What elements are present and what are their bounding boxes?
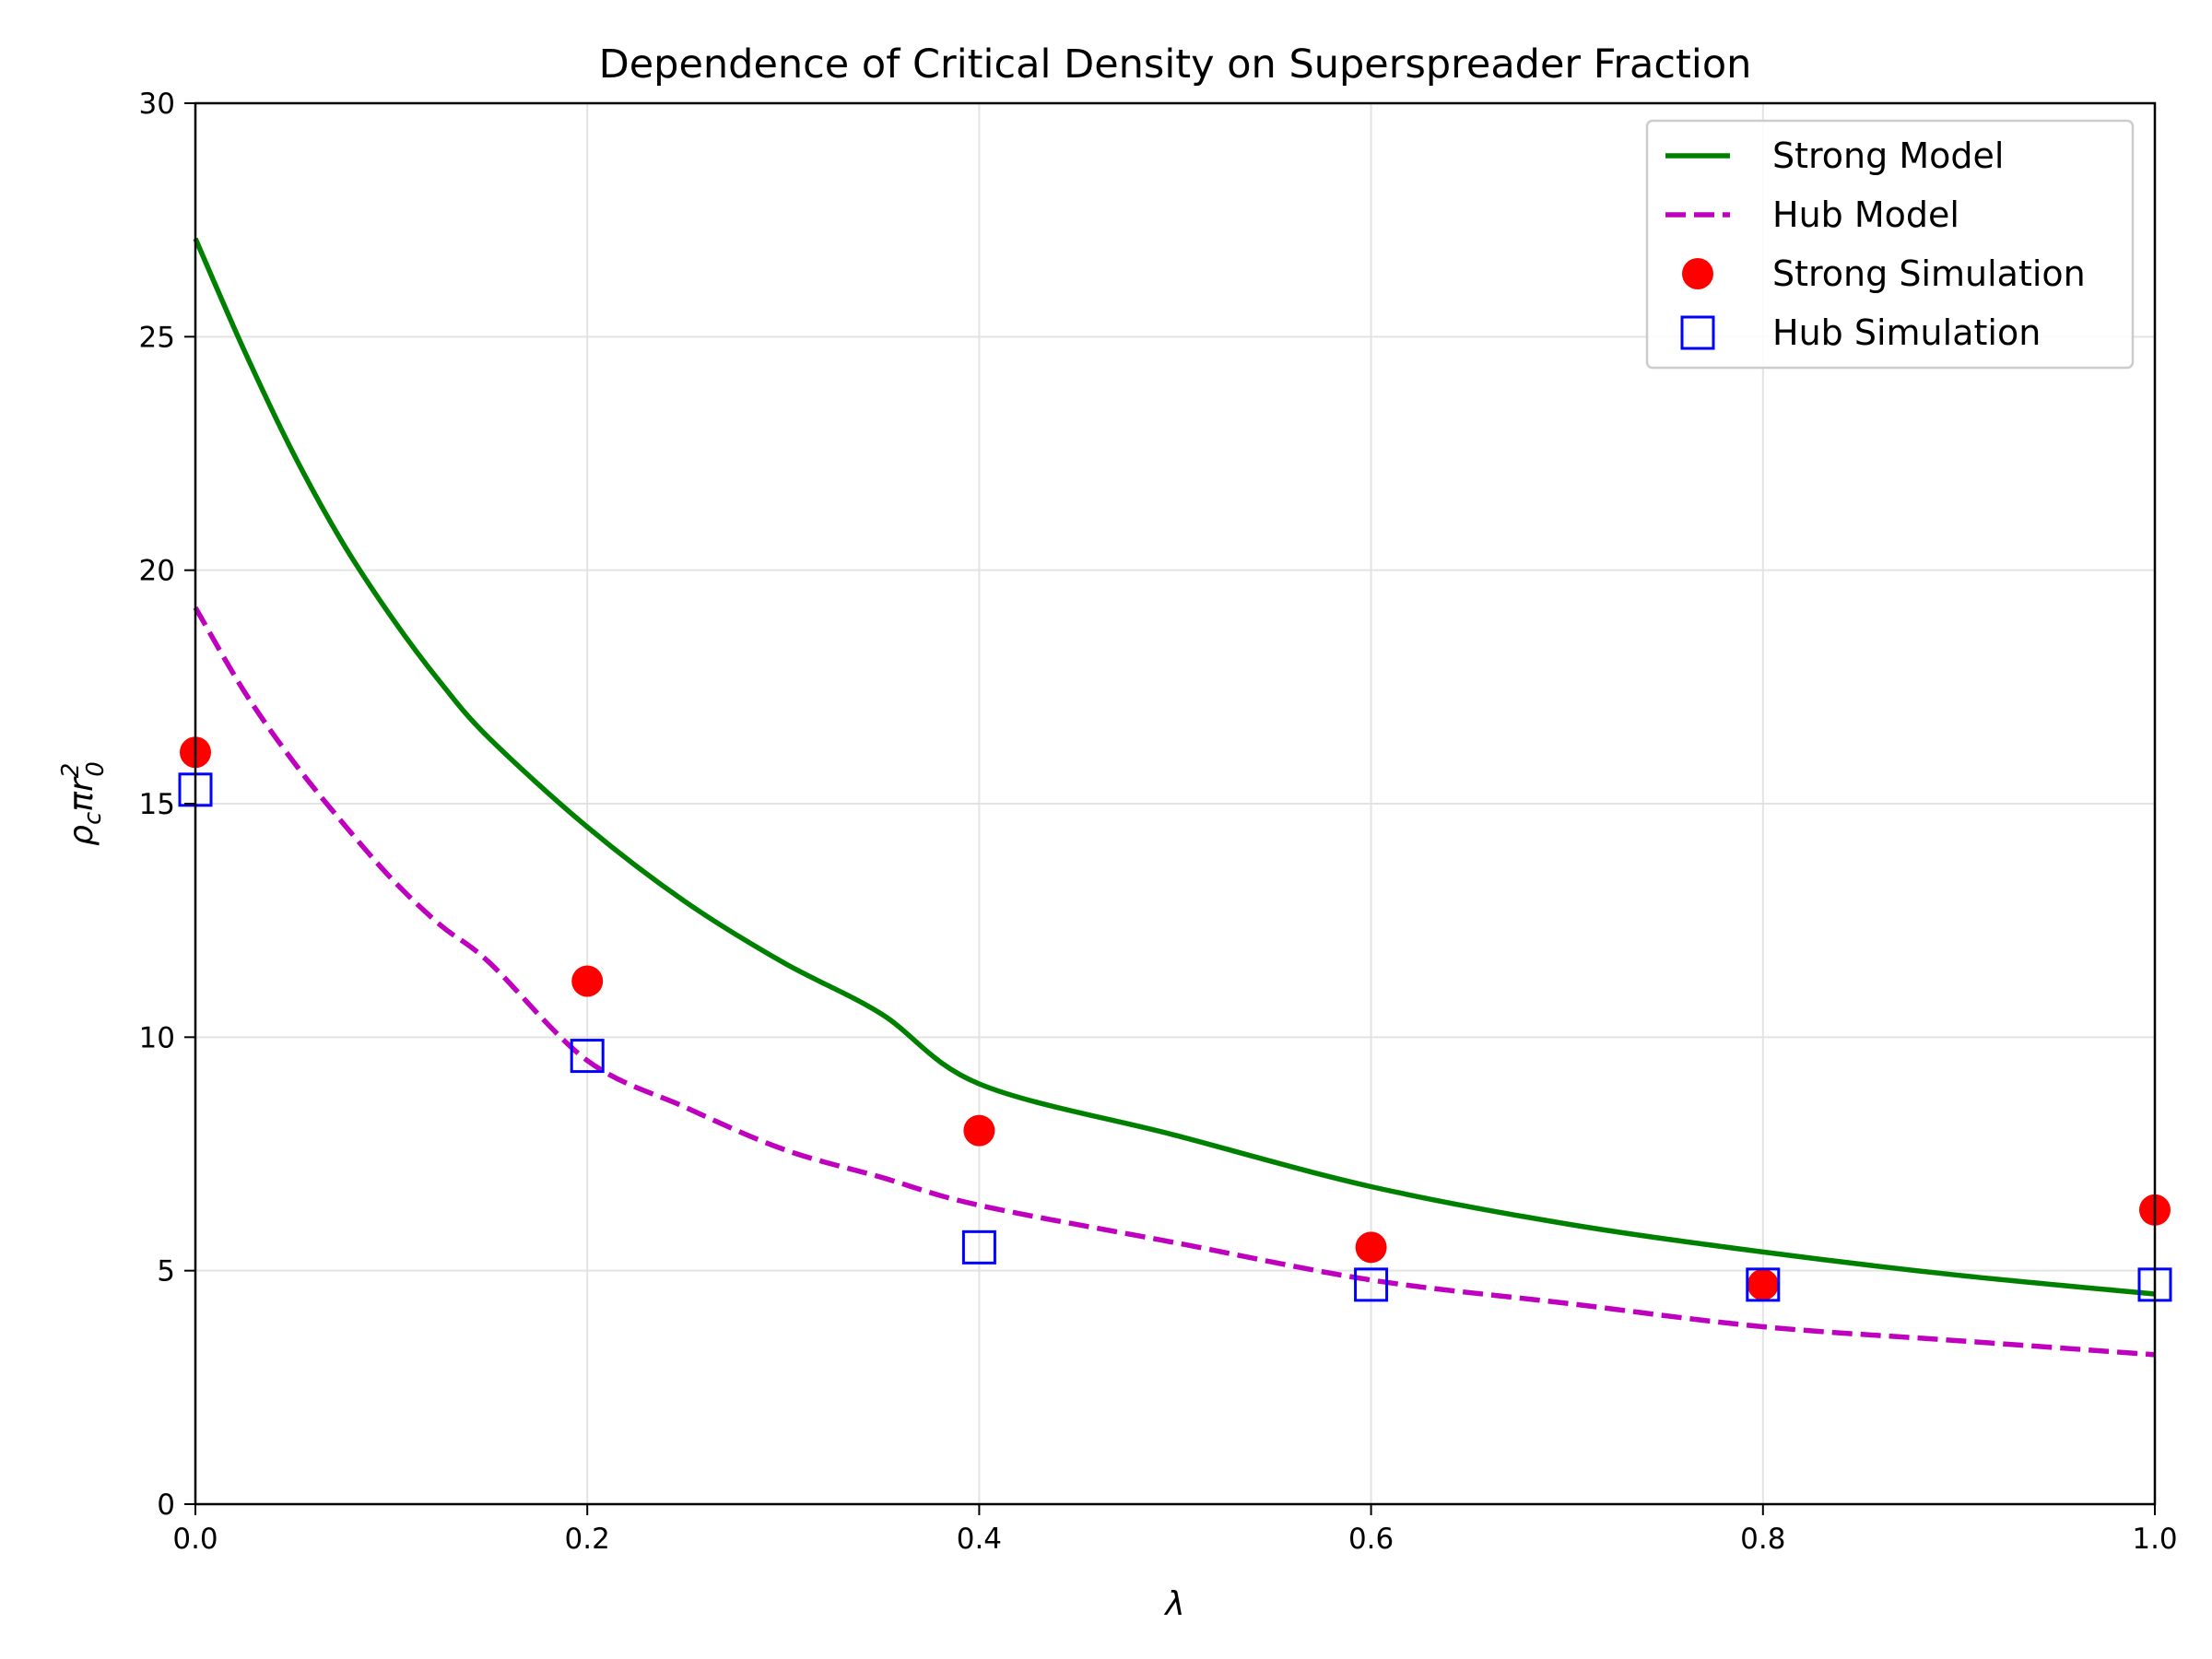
x-axis-label: λ [1163,1585,1184,1623]
y-tick-label: 15 [139,788,175,821]
strong-model-line [193,237,2156,1297]
y-tick-label: 25 [139,321,175,354]
legend-swatch-strong-simulation [1682,258,1713,289]
y-tick-label: 10 [139,1021,175,1054]
legend-label-hub-model: Hub Model [1772,194,1959,235]
x-tick-label: 0.6 [1348,1523,1394,1556]
strong-simulation-point [963,1114,995,1147]
grid [194,102,2156,1505]
x-tick-label: 0.0 [172,1523,218,1556]
hub-simulation-point [1354,1267,1389,1302]
legend-label-strong-model: Strong Model [1772,135,2004,176]
x-axis-ticks: 0.0 0.2 0.4 0.6 0.8 1.0 [172,1504,2178,1556]
legend: Strong Model Hub Model Strong Simulation Hu… [1645,119,2135,370]
strong-simulation-point [1355,1231,1387,1264]
hub-simulation-point [1746,1267,1781,1302]
y-tick-label: 0 [157,1488,175,1522]
hub-simulation-point [961,1230,996,1265]
plot-area [178,237,2172,1358]
x-tick-label: 0.4 [957,1523,1002,1556]
strong-simulation-point [571,965,604,997]
legend-label-strong-simulation: Strong Simulation [1772,253,2086,294]
x-tick-label: 1.0 [2132,1523,2177,1556]
y-axis-ticks: 0 5 10 15 20 25 30 [139,88,195,1522]
strong-simulation-point [1747,1268,1779,1300]
y-tick-label: 20 [139,555,175,588]
chart-title: Dependence of Critical Density on Supers… [599,41,1752,88]
model-lines [193,237,2156,1358]
y-tick-label: 5 [157,1255,175,1288]
legend-box [1645,119,2135,370]
legend-swatch-hub-simulation [1680,315,1715,350]
y-tick-label: 30 [139,88,175,121]
x-tick-label: 0.8 [1740,1523,1785,1556]
hub-simulation-point [570,1039,605,1074]
x-tick-label: 0.2 [565,1523,610,1556]
legend-label-hub-simulation: Hub Simulation [1772,312,2041,353]
hub-model-line [193,606,2156,1358]
